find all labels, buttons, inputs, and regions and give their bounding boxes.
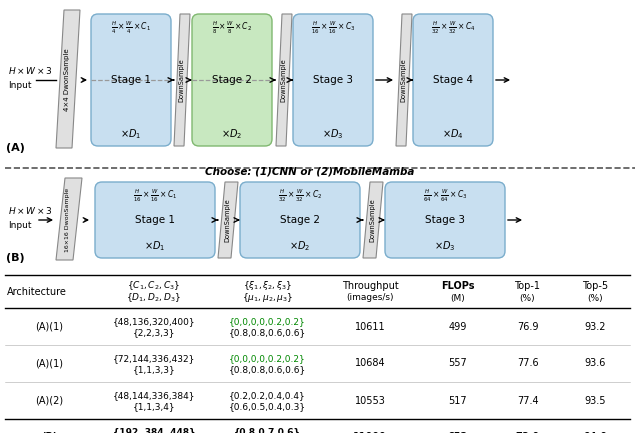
Text: (%): (%) [587,294,603,303]
Text: $\{D_1, D_2, D_3\}$: $\{D_1, D_2, D_3\}$ [127,291,182,304]
Text: Top-1: Top-1 [515,281,541,291]
Text: $\frac{H}{64} \times \frac{W}{64} \times C_3$: $\frac{H}{64} \times \frac{W}{64} \times… [423,188,467,204]
Text: $H \times W \times 3$: $H \times W \times 3$ [8,65,52,77]
Text: $\times D_2$: $\times D_2$ [221,127,243,141]
Text: Input: Input [8,220,31,229]
Text: $\times D_3$: $\times D_3$ [435,239,456,253]
Text: Stage 2: Stage 2 [212,75,252,85]
Text: {192, 384, 448}: {192, 384, 448} [113,428,195,433]
Text: 10611: 10611 [355,321,385,332]
Text: (A): (A) [6,143,25,153]
Text: Stage 2: Stage 2 [280,215,320,225]
Polygon shape [56,10,80,148]
Text: 77.4: 77.4 [516,395,538,405]
Text: {0.6,0.5,0.4,0.3}: {0.6,0.5,0.4,0.3} [229,402,306,411]
Text: Architecture: Architecture [7,287,67,297]
Text: DownSample: DownSample [369,198,375,242]
Text: (%): (%) [520,294,535,303]
Text: Stage 1: Stage 1 [135,215,175,225]
Polygon shape [396,14,412,146]
Text: Stage 1: Stage 1 [111,75,151,85]
Text: $\times D_1$: $\times D_1$ [145,239,166,253]
Text: (B): (B) [6,253,24,263]
Text: 557: 557 [448,359,467,368]
Text: $H \times W \times 3$: $H \times W \times 3$ [8,206,52,216]
Text: (A)(1): (A)(1) [35,321,63,332]
Text: $\times D_2$: $\times D_2$ [289,239,310,253]
Text: $\frac{H}{16} \times \frac{W}{16} \times C_1$: $\frac{H}{16} \times \frac{W}{16} \times… [132,188,177,204]
Text: $\frac{H}{32} \times \frac{W}{32} \times C_4$: $\frac{H}{32} \times \frac{W}{32} \times… [431,20,476,36]
Text: Throughput: Throughput [342,281,398,291]
Text: 93.5: 93.5 [584,395,605,405]
Text: (A)(2): (A)(2) [35,395,63,405]
Text: {1,1,3,4}: {1,1,3,4} [132,402,175,411]
Text: 93.6: 93.6 [584,359,605,368]
Text: 77.6: 77.6 [516,359,538,368]
Text: $\frac{H}{4} \times \frac{W}{4} \times C_1$: $\frac{H}{4} \times \frac{W}{4} \times C… [111,20,151,36]
Text: {0.8,0.7,0.6}: {0.8,0.7,0.6} [234,428,301,433]
Text: DownSample: DownSample [224,198,230,242]
Text: $\{C_1, C_2, C_3\}$: $\{C_1, C_2, C_3\}$ [127,280,180,292]
Text: 93.2: 93.2 [584,321,605,332]
Text: $\frac{H}{16} \times \frac{W}{16} \times C_3$: $\frac{H}{16} \times \frac{W}{16} \times… [311,20,355,36]
FancyBboxPatch shape [192,14,272,146]
Text: 10684: 10684 [355,359,385,368]
Text: Top-5: Top-5 [582,281,608,291]
Text: $\frac{H}{8} \times \frac{W}{8} \times C_2$: $\frac{H}{8} \times \frac{W}{8} \times C… [212,20,252,36]
Text: $\times D_3$: $\times D_3$ [323,127,344,141]
Text: 10553: 10553 [355,395,385,405]
Text: {48,144,336,384}: {48,144,336,384} [113,391,195,400]
Text: 76.9: 76.9 [516,321,538,332]
Text: $\times D_1$: $\times D_1$ [120,127,141,141]
Text: {72,144,336,432}: {72,144,336,432} [113,354,195,363]
Text: {0,0,0,0,0.2,0.2}: {0,0,0,0,0.2,0.2} [229,354,306,363]
Polygon shape [276,14,292,146]
FancyBboxPatch shape [293,14,373,146]
Text: (A)(1): (A)(1) [35,359,63,368]
Text: Stage 3: Stage 3 [313,75,353,85]
Text: 499: 499 [448,321,467,332]
Text: $\times D_4$: $\times D_4$ [442,127,464,141]
Text: {0.2,0.2,0.4,0.4}: {0.2,0.2,0.4,0.4} [229,391,306,400]
Text: {0.8,0.8,0.6,0.6}: {0.8,0.8,0.6,0.6} [229,365,306,374]
Text: 4×4 DwonSample: 4×4 DwonSample [64,48,70,111]
Polygon shape [363,182,383,258]
Text: Stage 3: Stage 3 [425,215,465,225]
Polygon shape [56,178,82,260]
Text: FLOPs: FLOPs [441,281,474,291]
FancyBboxPatch shape [413,14,493,146]
Text: {0.8,0.8,0.6,0.6}: {0.8,0.8,0.6,0.6} [229,328,306,337]
Text: (M): (M) [450,294,465,303]
FancyBboxPatch shape [240,182,360,258]
Text: {1,1,3,3}: {1,1,3,3} [132,365,175,374]
Text: {2,2,3,3}: {2,2,3,3} [132,328,175,337]
Text: 16×16 DwonSample: 16×16 DwonSample [65,188,70,252]
Text: DownSample: DownSample [400,58,406,102]
Text: DownSample: DownSample [280,58,286,102]
Text: {0,0,0,0,0.2,0.2}: {0,0,0,0,0.2,0.2} [229,317,306,326]
FancyBboxPatch shape [385,182,505,258]
Text: {48,136,320,400}: {48,136,320,400} [113,317,195,326]
Text: Choose: (1)CNN or (2)MobileMamba: Choose: (1)CNN or (2)MobileMamba [205,167,415,177]
FancyBboxPatch shape [95,182,215,258]
Text: 517: 517 [448,395,467,405]
Text: Input: Input [8,81,31,90]
Text: Stage 4: Stage 4 [433,75,473,85]
Polygon shape [174,14,190,146]
Polygon shape [218,182,238,258]
FancyBboxPatch shape [91,14,171,146]
Text: $\{\mu_1, \mu_2, \mu_3\}$: $\{\mu_1, \mu_2, \mu_3\}$ [242,291,293,304]
Text: (images/s): (images/s) [346,294,394,303]
Text: $\{\xi_1, \xi_2, \xi_3\}$: $\{\xi_1, \xi_2, \xi_3\}$ [243,279,292,293]
Text: DownSample: DownSample [178,58,184,102]
Text: $\frac{H}{32} \times \frac{W}{32} \times C_2$: $\frac{H}{32} \times \frac{W}{32} \times… [278,188,322,204]
